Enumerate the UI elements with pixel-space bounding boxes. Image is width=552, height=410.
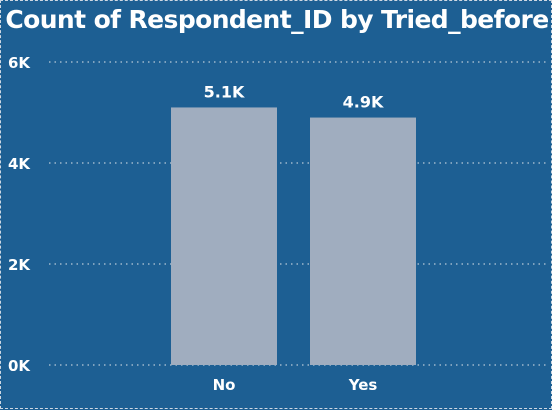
y-tick-label: 0K [8, 357, 31, 375]
chart-title: Count of Respondent_ID by Tried_before [5, 5, 549, 34]
x-tick-labels: No Yes [213, 376, 378, 394]
data-labels: 5.1K 4.9K [204, 82, 384, 111]
y-tick-label: 2K [8, 256, 31, 274]
y-tick-label: 6K [8, 54, 31, 72]
x-tick-label-no: No [213, 376, 236, 394]
bar-yes[interactable] [310, 117, 416, 365]
data-label-yes: 4.9K [343, 93, 384, 112]
y-tick-label: 4K [8, 155, 31, 173]
x-tick-label-yes: Yes [348, 376, 378, 394]
y-tick-labels: 0K 2K 4K 6K [8, 54, 31, 375]
bar-no[interactable] [171, 107, 277, 365]
bars [171, 107, 416, 365]
data-label-no: 5.1K [204, 82, 245, 101]
y-gridlines [49, 61, 546, 366]
